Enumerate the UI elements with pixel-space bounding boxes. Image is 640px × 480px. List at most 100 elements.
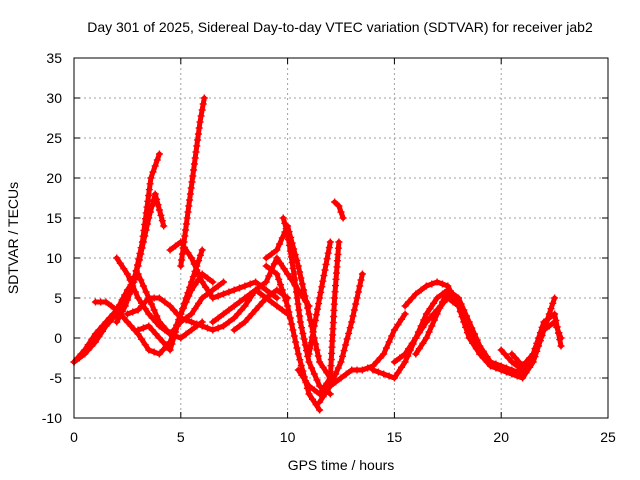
data-point-marker [170,306,178,314]
data-point-marker [329,331,337,339]
data-point-marker [319,363,327,371]
data-point-marker [380,350,388,358]
data-point-marker [147,174,155,182]
data-point-marker [236,284,243,292]
data-point-marker [419,323,427,331]
data-point-marker [439,298,446,306]
data-point-marker [220,290,227,298]
series-track-o [294,238,343,398]
data-point-marker [408,294,416,302]
data-point-marker [311,316,319,324]
data-point-marker [337,374,345,382]
data-point-marker [282,225,290,233]
data-point-marker [306,344,314,352]
data-point-marker [153,195,161,203]
data-point-marker [139,282,147,290]
data-point-marker [180,299,188,307]
data-point-marker [198,294,206,302]
data-point-marker [352,300,360,308]
data-point-marker [526,354,534,362]
data-point-marker [134,326,142,334]
data-point-marker [195,124,203,132]
data-point-marker [284,270,292,278]
series-track-p [305,238,334,358]
data-point-marker [106,318,114,326]
data-point-marker [194,136,202,144]
data-point-marker [401,358,409,366]
data-point-marker [390,374,398,382]
data-point-marker [319,277,327,285]
data-point-marker [348,318,356,326]
data-point-marker [469,339,477,347]
data-point-marker [294,350,302,358]
data-point-marker [324,249,332,257]
data-point-marker [190,160,198,168]
data-point-marker [382,344,390,352]
data-point-marker [515,358,523,366]
data-point-marker [127,322,135,330]
data-point-marker [425,328,433,336]
series-track-w [412,286,527,378]
data-point-marker [187,184,195,192]
y-tick-label: 15 [46,210,62,226]
y-tick-label: 25 [46,130,62,146]
data-point-marker [535,338,543,346]
data-point-marker [294,366,302,374]
data-point-marker [551,294,559,302]
data-point-marker [328,343,336,351]
data-point-marker [252,286,260,294]
data-point-marker [433,294,441,302]
x-tick-label: 10 [280,429,296,445]
data-point-marker [141,298,149,306]
data-point-marker [309,395,316,403]
data-point-marker [214,314,222,322]
data-point-marker [296,356,304,364]
data-point-marker [255,302,263,310]
data-point-marker [457,300,465,308]
data-point-marker [155,334,163,342]
data-point-marker [170,334,178,342]
data-point-marker [317,288,325,296]
series-track-r [316,270,366,406]
data-point-marker [194,130,202,138]
data-point-marker [286,314,294,322]
data-series [70,94,565,414]
data-point-marker [492,360,500,368]
data-point-marker [321,266,329,274]
data-point-marker [332,275,340,283]
data-point-marker [129,282,137,290]
data-point-marker [84,346,92,354]
data-point-marker [177,334,185,342]
data-point-marker [320,272,328,280]
data-point-marker [155,206,163,214]
data-point-marker [109,314,117,322]
data-point-marker [394,369,402,377]
data-point-marker [175,316,183,324]
y-tick-label: 30 [46,90,62,106]
data-point-marker [284,230,292,238]
data-point-marker [116,259,124,267]
data-point-marker [350,306,358,314]
data-point-marker [463,312,470,320]
data-point-marker [298,371,306,379]
data-point-marker [349,312,357,320]
y-tick-label: 35 [46,50,62,66]
data-point-marker [214,282,222,290]
data-point-marker [145,186,153,194]
data-point-marker [192,148,200,156]
data-point-marker [412,334,420,342]
data-point-marker [327,362,335,370]
data-point-marker [339,352,346,360]
data-point-marker [129,308,137,316]
data-point-marker [430,299,438,307]
data-point-marker [159,338,167,346]
data-point-marker [132,267,140,275]
data-point-marker [153,156,161,164]
series-track-e [113,254,206,342]
data-point-marker [503,364,510,372]
data-point-marker [241,294,249,302]
data-point-marker [293,344,301,352]
data-point-marker [191,305,199,313]
data-point-marker [508,358,516,366]
series-track-l [262,222,334,382]
